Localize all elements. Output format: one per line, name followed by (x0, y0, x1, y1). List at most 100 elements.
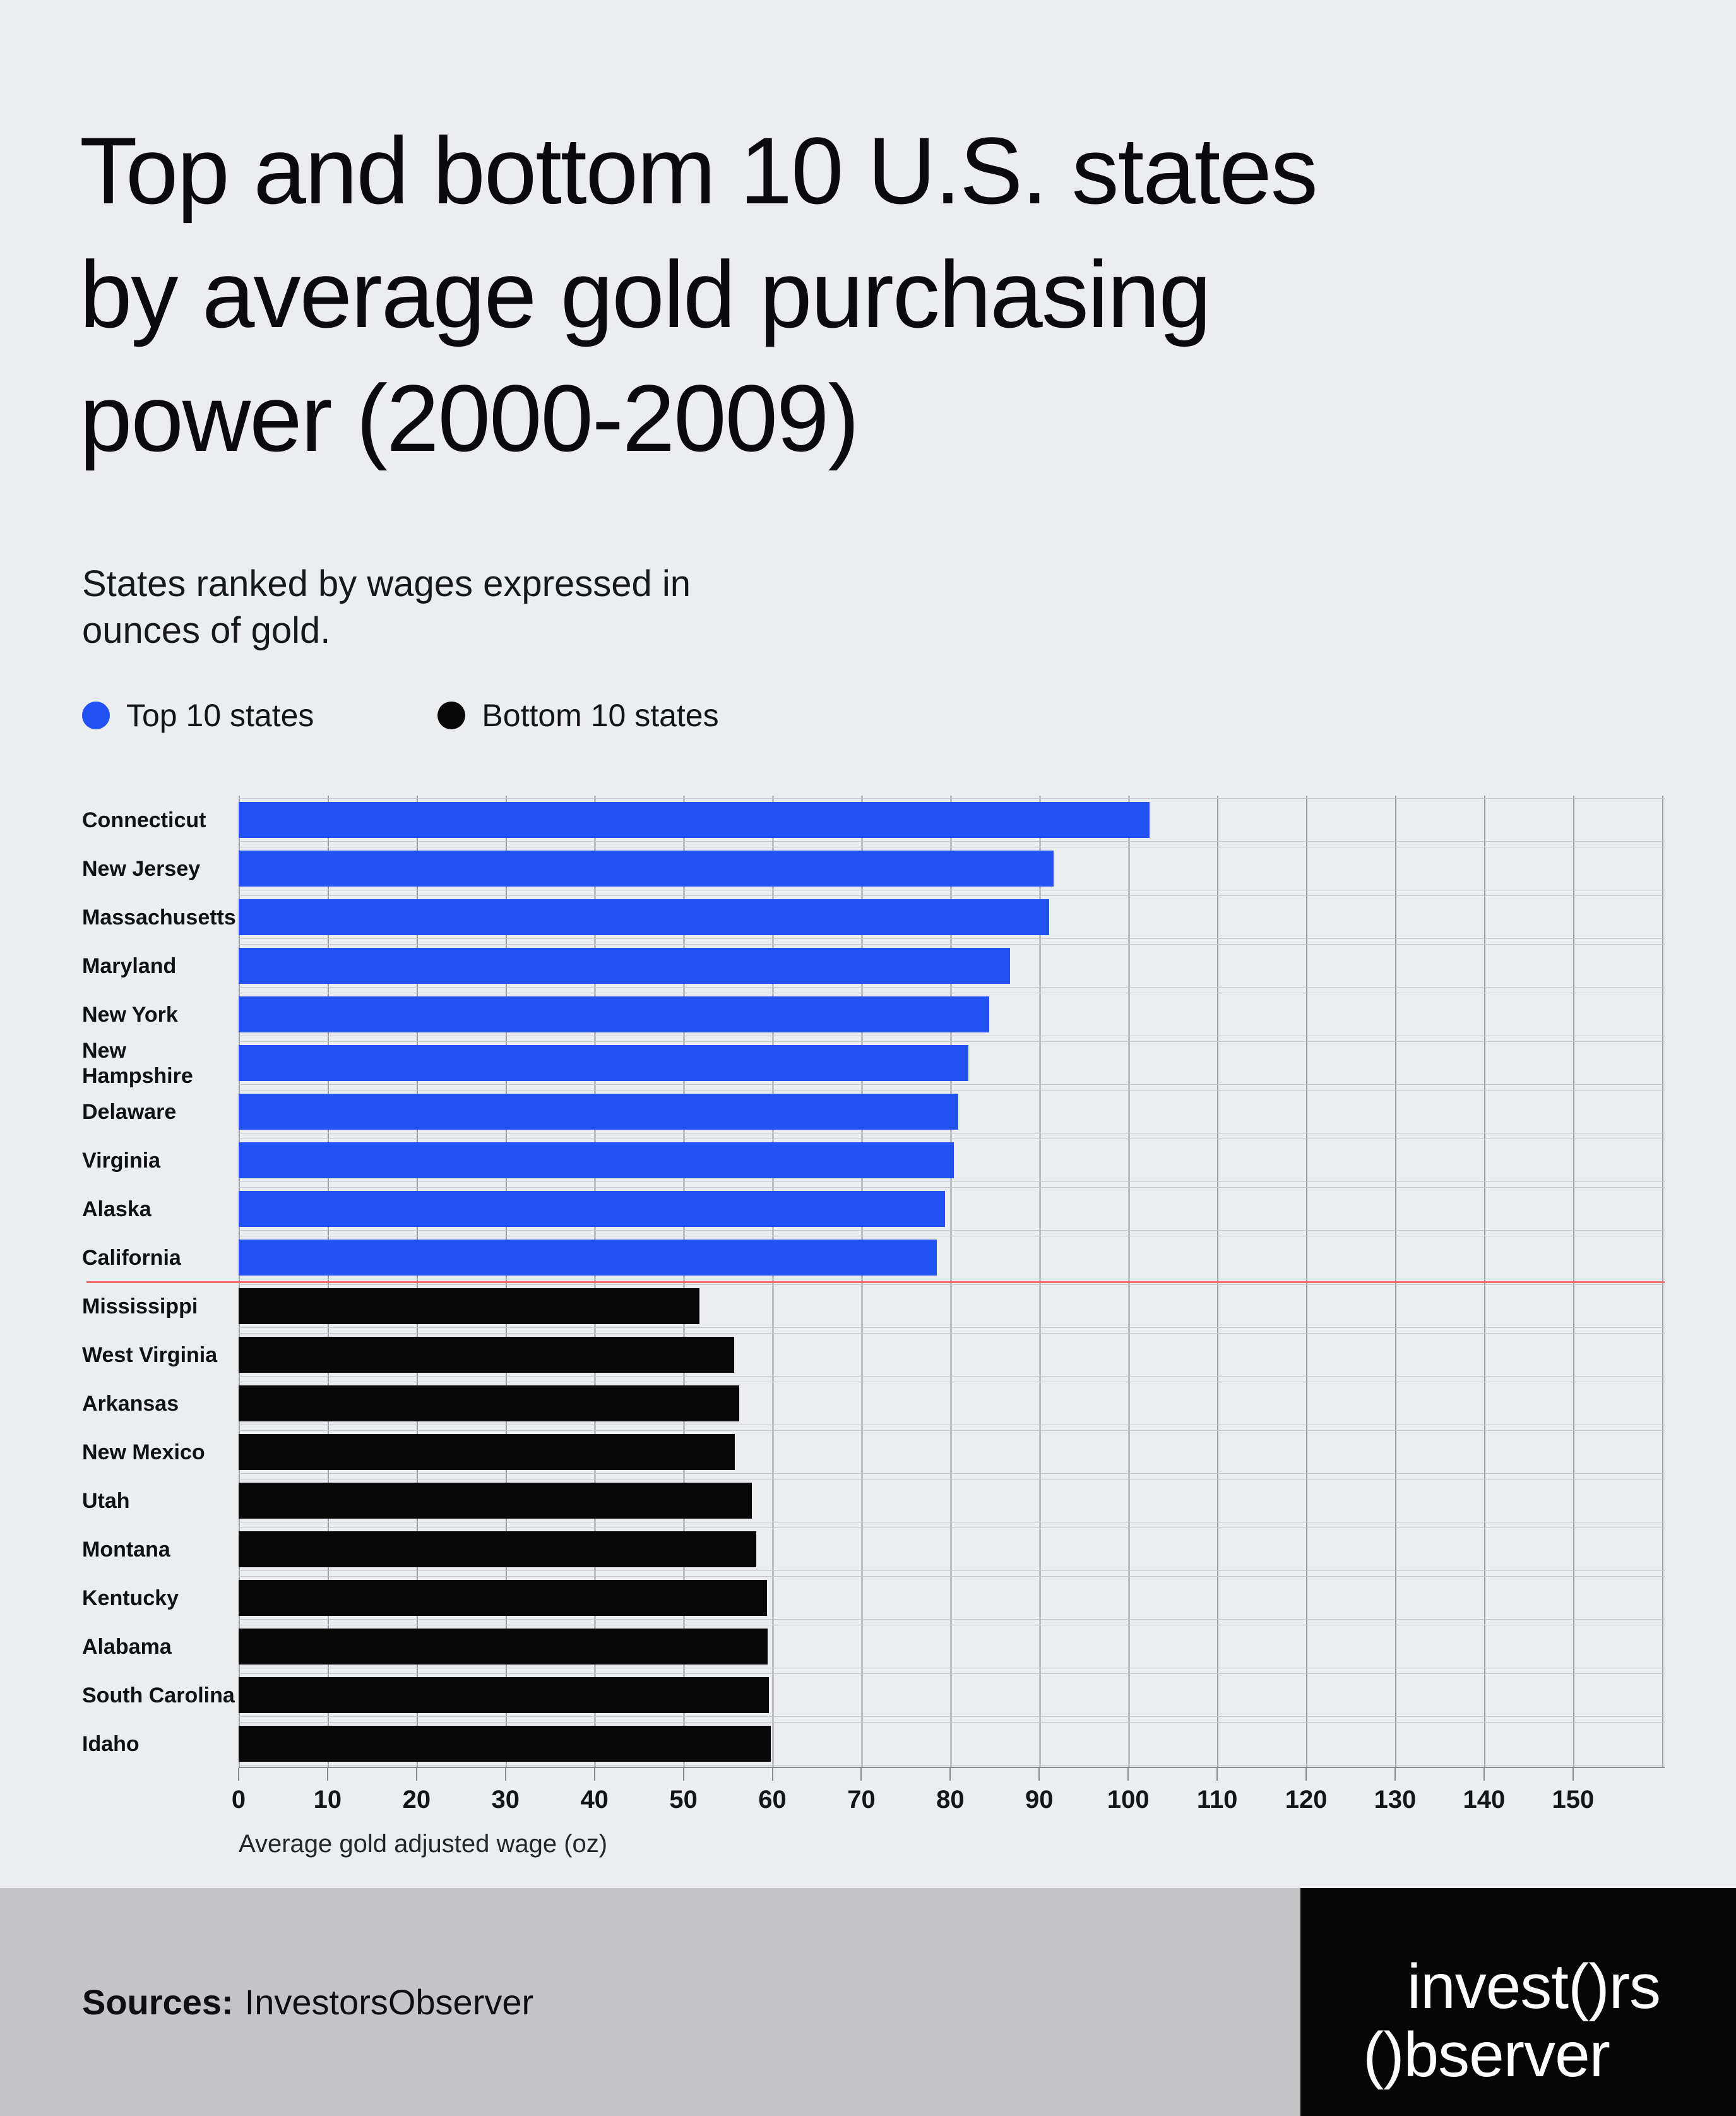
row-band-west-virginia (239, 1333, 1665, 1377)
row-label-new-hampshire: New Hampshire (82, 1038, 193, 1088)
row-label-california: California (82, 1245, 181, 1270)
row-label-delaware: Delaware (82, 1099, 177, 1124)
bar-montana (239, 1531, 757, 1567)
legend-label-bottom10: Bottom 10 states (482, 698, 719, 733)
x-tick-label-70: 70 (847, 1786, 876, 1814)
x-tick-10 (326, 1768, 328, 1781)
logo-line-observer: ()bserver (1362, 2019, 1610, 2090)
row-label-alabama: Alabama (82, 1634, 172, 1659)
x-tick-20 (415, 1768, 417, 1781)
category-labels-column: Connecticut New Jersey Massachusetts Maryla… (82, 796, 239, 1768)
row-label-connecticut: Connecticut (82, 808, 206, 832)
x-axis-line (239, 1767, 1665, 1768)
sources-value: InvestorsObserver (244, 1982, 534, 2022)
row-band-idaho (239, 1722, 1665, 1766)
x-tick-label-80: 80 (936, 1786, 965, 1814)
row-label-south-carolina: South Carolina (82, 1683, 235, 1707)
x-tick-120 (1305, 1768, 1307, 1781)
row-label-new-york: New York (82, 1002, 178, 1027)
row-band-california (239, 1236, 1665, 1279)
bar-new-jersey (239, 851, 1054, 887)
x-tick-150 (1572, 1768, 1574, 1781)
x-tick-110 (1216, 1768, 1218, 1781)
x-tick-label-20: 20 (402, 1786, 431, 1814)
bar-mississippi (239, 1288, 699, 1324)
row-band-connecticut (239, 798, 1665, 842)
row-band-alaska (239, 1187, 1665, 1231)
x-tick-label-130: 130 (1374, 1786, 1417, 1814)
bar-virginia (239, 1142, 954, 1178)
bar-utah (239, 1483, 752, 1519)
row-label-virginia: Virginia (82, 1148, 161, 1173)
bar-new-york (239, 996, 990, 1032)
x-tick-label-150: 150 (1552, 1786, 1595, 1814)
row-band-massachusetts (239, 895, 1665, 939)
row-label-mississippi: Mississippi (82, 1294, 198, 1318)
bar-massachusetts (239, 899, 1049, 935)
bar-kentucky (239, 1580, 768, 1616)
row-band-maryland (239, 944, 1665, 988)
x-tick-90 (1038, 1768, 1040, 1781)
logo-line-investors: invest()rs (1406, 1951, 1661, 2022)
sources-label: Sources: (82, 1982, 234, 2022)
bar-connecticut (239, 802, 1150, 838)
bar-chart: Connecticut New Jersey Massachusetts Maryla… (82, 796, 1665, 1858)
row-band-virginia (239, 1139, 1665, 1182)
row-label-west-virginia: West Virginia (82, 1342, 218, 1367)
row-label-arkansas: Arkansas (82, 1391, 179, 1416)
x-tick-70 (860, 1768, 862, 1781)
bar-new-hampshire (239, 1045, 968, 1081)
x-axis-title: Average gold adjusted wage (oz) (239, 1830, 608, 1858)
x-tick-label-120: 120 (1285, 1786, 1328, 1814)
bar-idaho (239, 1726, 771, 1762)
x-tick-50 (682, 1768, 684, 1781)
bar-alabama (239, 1629, 768, 1665)
row-band-new-york (239, 993, 1665, 1036)
x-tick-140 (1483, 1768, 1485, 1781)
row-band-alabama (239, 1625, 1665, 1668)
x-tick-label-40: 40 (580, 1786, 609, 1814)
x-tick-label-100: 100 (1107, 1786, 1150, 1814)
row-band-new-hampshire (239, 1041, 1665, 1085)
row-label-montana: Montana (82, 1537, 170, 1562)
legend-label-top10: Top 10 states (126, 698, 314, 733)
page-title: Top and bottom 10 U.S. states by average… (80, 117, 1318, 471)
bar-arkansas (239, 1385, 740, 1421)
x-tick-label-10: 10 (313, 1786, 342, 1814)
row-band-new-mexico (239, 1430, 1665, 1474)
bar-maryland (239, 948, 1010, 984)
bar-new-mexico (239, 1434, 735, 1470)
investorsobserver-logo: invest()rs ()bserver (1300, 1888, 1736, 2116)
x-tick-30 (504, 1768, 506, 1781)
x-tick-80 (949, 1768, 951, 1781)
row-band-montana (239, 1527, 1665, 1571)
x-tick-label-50: 50 (669, 1786, 698, 1814)
row-band-delaware (239, 1090, 1665, 1133)
row-label-massachusetts: Massachusetts (82, 905, 236, 929)
x-tick-label-90: 90 (1025, 1786, 1054, 1814)
row-band-new-jersey (239, 847, 1665, 890)
x-tick-label-140: 140 (1463, 1786, 1506, 1814)
page-subtitle: States ranked by wages expressed in ounc… (82, 563, 691, 651)
bar-alaska (239, 1191, 945, 1227)
row-label-kentucky: Kentucky (82, 1586, 179, 1610)
legend-dot-bottom10-icon (437, 702, 466, 729)
legend-item-bottom10: Bottom 10 states (437, 697, 719, 734)
x-tick-60 (771, 1768, 773, 1781)
legend-dot-top10-icon (82, 702, 110, 729)
row-band-arkansas (239, 1382, 1665, 1425)
x-tick-label-110: 110 (1196, 1786, 1238, 1814)
x-tick-40 (593, 1768, 595, 1781)
bar-delaware (239, 1094, 959, 1130)
x-tick-label-30: 30 (491, 1786, 520, 1814)
footer: Sources: InvestorsObserver invest()rs ()… (0, 1888, 1736, 2116)
x-tick-130 (1394, 1768, 1396, 1781)
top-bottom-divider-line (86, 1281, 1665, 1283)
bar-south-carolina (239, 1677, 769, 1713)
x-tick-100 (1127, 1768, 1129, 1781)
row-label-utah: Utah (82, 1488, 130, 1513)
row-label-new-jersey: New Jersey (82, 856, 201, 881)
bar-california (239, 1240, 937, 1276)
row-label-idaho: Idaho (82, 1731, 140, 1756)
